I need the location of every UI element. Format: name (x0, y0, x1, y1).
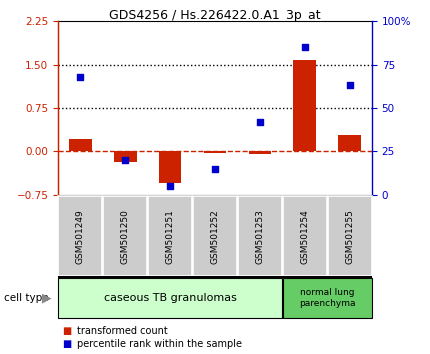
Text: GSM501253: GSM501253 (255, 209, 264, 264)
Text: GSM501250: GSM501250 (121, 209, 130, 264)
Bar (159, 152, 181, 183)
Text: normal lung
parenchyma: normal lung parenchyma (299, 289, 355, 308)
Text: GSM501249: GSM501249 (76, 209, 85, 264)
Point (77, 74, 84, 80)
Bar (338, 135, 361, 152)
Point (122, 157, 129, 163)
Point (346, 82, 353, 88)
Text: GSM501255: GSM501255 (345, 209, 354, 264)
Bar (204, 152, 226, 153)
Bar (293, 60, 316, 152)
Point (301, 45, 308, 50)
Text: GSM501251: GSM501251 (166, 209, 175, 264)
Text: cell type: cell type (4, 293, 49, 303)
Text: GSM501254: GSM501254 (300, 209, 309, 264)
Text: GSM501252: GSM501252 (211, 209, 219, 264)
Text: GDS4256 / Hs.226422.0.A1_3p_at: GDS4256 / Hs.226422.0.A1_3p_at (109, 9, 321, 22)
Point (256, 119, 263, 125)
Text: transformed count: transformed count (77, 326, 168, 336)
Bar (249, 152, 271, 154)
Bar (114, 152, 137, 162)
Text: caseous TB granulomas: caseous TB granulomas (104, 293, 237, 303)
Text: ■: ■ (62, 326, 72, 336)
Text: percentile rank within the sample: percentile rank within the sample (77, 339, 243, 349)
Point (212, 166, 218, 171)
Point (167, 183, 174, 189)
Bar (69, 139, 92, 152)
Text: ■: ■ (62, 339, 72, 349)
Text: ▶: ▶ (42, 292, 51, 304)
